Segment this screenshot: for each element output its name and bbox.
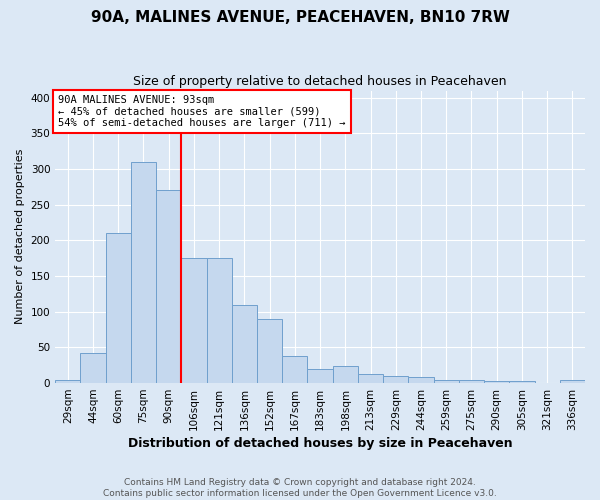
Text: Contains HM Land Registry data © Crown copyright and database right 2024.
Contai: Contains HM Land Registry data © Crown c… [103,478,497,498]
Bar [307,369,332,383]
Bar [80,353,106,383]
Bar [55,380,80,383]
Title: Size of property relative to detached houses in Peacehaven: Size of property relative to detached ho… [133,75,507,88]
Y-axis label: Number of detached properties: Number of detached properties [15,149,25,324]
Bar [560,380,585,383]
Bar [106,233,131,383]
Bar [484,381,509,383]
Text: 90A, MALINES AVENUE, PEACEHAVEN, BN10 7RW: 90A, MALINES AVENUE, PEACEHAVEN, BN10 7R… [91,10,509,25]
Bar [358,374,383,383]
Bar [181,258,206,383]
Bar [206,258,232,383]
Bar [509,381,535,383]
Bar [459,380,484,383]
Bar [257,319,282,383]
Bar [156,190,181,383]
Text: 90A MALINES AVENUE: 93sqm
← 45% of detached houses are smaller (599)
54% of semi: 90A MALINES AVENUE: 93sqm ← 45% of detac… [58,95,346,128]
Bar [383,376,409,383]
Bar [409,378,434,383]
Bar [332,366,358,383]
Bar [232,304,257,383]
Bar [434,380,459,383]
Bar [282,356,307,383]
Bar [131,162,156,383]
X-axis label: Distribution of detached houses by size in Peacehaven: Distribution of detached houses by size … [128,437,512,450]
